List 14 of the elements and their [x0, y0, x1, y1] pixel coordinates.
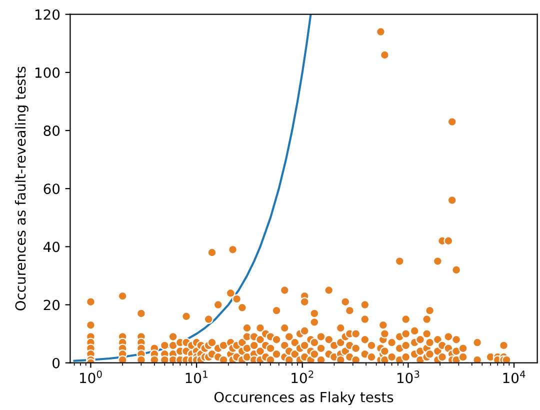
y-tick-label: 40	[43, 242, 60, 252]
x-tick-label: 10$^{4}$	[503, 370, 526, 384]
y-tick-label: 0	[52, 358, 60, 368]
y-tick-label: 20	[44, 300, 60, 310]
y-tick-label: 80	[44, 125, 60, 136]
y-tick-label: 120	[35, 9, 60, 20]
x-axis-title: Occurences as Flaky tests	[214, 392, 394, 406]
y-tick-label: 100	[35, 67, 60, 78]
y-tick-label: 60	[44, 184, 60, 194]
x-tick-label: 10$^{2}$	[292, 370, 314, 384]
x-tick-label: 10$^{3}$	[397, 370, 420, 384]
y-axis-title: Occurences as fault-revealing tests	[14, 66, 28, 310]
x-tick-label: 10$^{0}$	[80, 370, 102, 384]
x-tick-label: 10$^{1}$	[186, 370, 208, 384]
